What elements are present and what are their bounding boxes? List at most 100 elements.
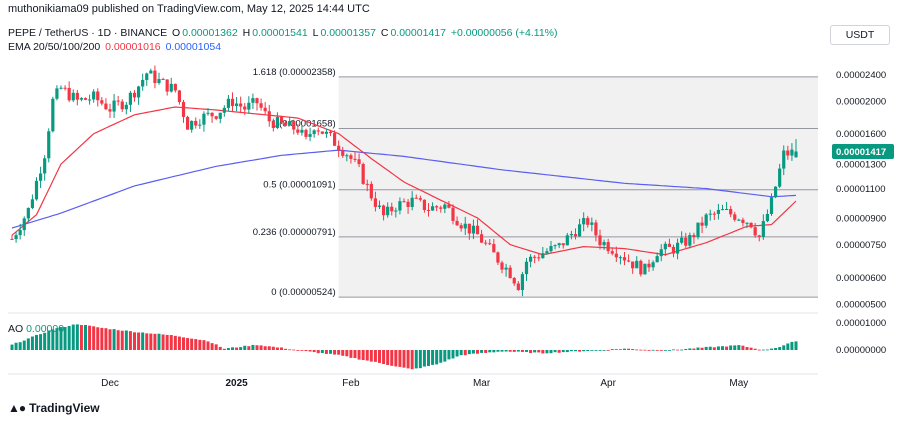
candle-body — [549, 245, 553, 252]
candle-body — [459, 225, 463, 229]
symbol-title: PEPE / TetherUS · 1D · BINANCE — [8, 27, 168, 39]
fib-level-label: 1 (0.00001658) — [271, 118, 335, 129]
candle-body — [667, 243, 672, 247]
ao-bar — [337, 350, 341, 355]
ao-bar — [402, 350, 406, 368]
ao-bar — [627, 348, 631, 350]
candle-body — [402, 201, 406, 203]
ao-bar — [569, 350, 573, 352]
ao-bar — [63, 327, 67, 350]
y-tick-label: 0.00002400 — [836, 70, 886, 81]
candle-body — [745, 222, 749, 224]
ao-bar — [304, 350, 308, 352]
candle-body — [680, 237, 684, 243]
ao-bar — [308, 350, 312, 352]
x-tick-label: Apr — [600, 378, 616, 389]
ao-bar — [708, 346, 712, 350]
ao-bar — [390, 350, 394, 366]
ao-bar — [43, 332, 47, 350]
ao-bar — [422, 350, 426, 367]
candle-body — [108, 109, 112, 112]
ao-bar — [141, 332, 145, 350]
candle-body — [614, 253, 618, 258]
candle-body — [720, 209, 725, 211]
candle-body — [582, 218, 586, 225]
candle-body — [769, 197, 774, 214]
candle-body — [128, 92, 133, 105]
ao-bar — [704, 346, 708, 350]
ao-bar — [484, 350, 488, 353]
ao-bar — [67, 326, 71, 350]
candle-body — [451, 207, 455, 221]
candle-body — [577, 224, 582, 237]
candle-body — [177, 90, 182, 103]
candle-body — [455, 220, 459, 226]
candle-body — [345, 155, 349, 157]
candle-body — [688, 235, 692, 246]
ao-bar — [725, 346, 729, 350]
ao-bar — [582, 350, 586, 352]
ao-bar — [778, 347, 782, 350]
candle-body — [206, 112, 210, 114]
currency-button[interactable]: USDT — [830, 25, 890, 45]
ao-bar — [467, 350, 471, 355]
y-tick-label: 0.00001300 — [836, 160, 886, 171]
ao-bar — [92, 326, 96, 350]
ao-bar — [774, 347, 778, 350]
ao-bar — [177, 336, 181, 350]
candle-body — [484, 242, 488, 244]
ao-bar — [410, 350, 414, 370]
x-tick-label: Feb — [342, 378, 360, 389]
candle-body — [500, 262, 504, 270]
candle-body — [594, 222, 598, 236]
ao-bar — [488, 350, 492, 353]
ao-bar — [161, 334, 165, 350]
ao-bar — [672, 349, 675, 351]
candle-body — [34, 180, 39, 200]
ema-legend: EMA 20/50/100/200 0.00001016 0.00001054 — [8, 41, 223, 53]
ao-bar — [496, 350, 500, 352]
ao-bar — [618, 349, 622, 351]
candle-body — [398, 201, 402, 211]
candle-body — [132, 92, 137, 98]
ao-bar — [561, 350, 565, 353]
candle-body — [778, 168, 782, 187]
ao-bar — [623, 348, 626, 350]
candle-body — [30, 199, 35, 208]
ao-bar — [157, 333, 161, 350]
y-tick-label: 0.00000500 — [836, 300, 886, 311]
ao-bar — [296, 350, 300, 351]
candle-body — [643, 263, 647, 275]
candle-body — [337, 145, 341, 151]
ao-bar — [341, 350, 345, 356]
ao-value: 0.00000 — [26, 323, 65, 335]
ao-bar — [770, 348, 773, 350]
ao-bar — [516, 350, 520, 352]
ao-bar — [761, 349, 765, 351]
candle-body — [479, 234, 484, 243]
candle-body — [733, 214, 737, 220]
ao-bar — [439, 350, 443, 363]
candle-body — [292, 121, 296, 130]
ao-bar — [451, 350, 455, 359]
candle-body — [71, 92, 75, 101]
candle-body — [496, 252, 500, 263]
y-tick-label: 0.00000750 — [836, 240, 886, 251]
ao-bar — [226, 348, 230, 350]
candle-body — [145, 73, 149, 80]
ao-bar — [745, 347, 749, 350]
fib-level-label: 1.618 (0.00002358) — [253, 67, 336, 78]
candle-body — [300, 129, 304, 133]
ao-bar — [663, 350, 667, 351]
ao-bar — [96, 327, 100, 350]
candle-body — [606, 242, 610, 252]
candle-body — [198, 124, 202, 126]
ao-bar — [190, 338, 194, 350]
ohlc-open-label: O — [172, 27, 181, 39]
candle-body — [749, 222, 753, 228]
ao-bar — [133, 332, 136, 350]
ao-bar — [418, 350, 422, 369]
candle-body — [59, 87, 63, 89]
ohlc-close: 0.00001417 — [390, 27, 446, 39]
